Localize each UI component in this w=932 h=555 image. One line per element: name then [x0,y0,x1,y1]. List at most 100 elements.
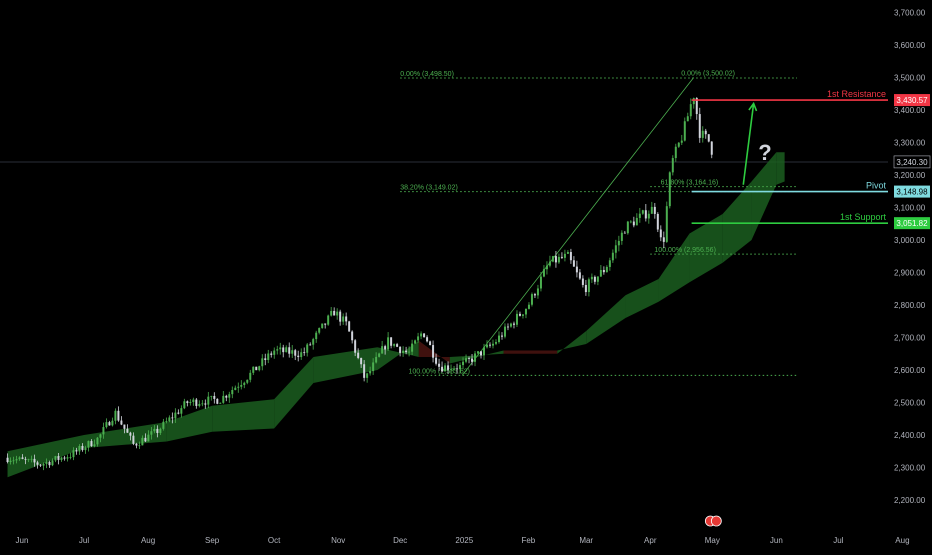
candle-body [656,213,659,230]
candle-body [593,276,596,282]
candle-body [261,358,264,367]
event-flag-icon[interactable] [710,515,722,527]
candle-body [632,221,635,226]
candle-body [12,460,15,462]
cloud-segment [557,331,587,354]
candle-body [492,343,495,346]
candle-body [318,328,321,333]
candle-body [518,313,521,316]
candle-body [33,458,36,463]
candle-body [207,396,210,405]
candle-body [569,252,572,261]
y-tick-label: 3,100.00 [894,204,926,213]
candle-body [237,386,240,388]
candle-body [417,336,420,341]
candle-body [84,447,87,451]
level-price-tag [894,185,930,198]
candle-body [581,278,584,285]
candle-body [192,399,195,403]
candle-body [545,265,548,270]
candle-body [24,458,27,460]
candle-body [156,428,159,433]
candle-body [674,146,677,159]
candle-body [123,424,126,429]
candle-body [81,445,84,451]
x-tick-label: Feb [521,536,535,545]
candle-body [138,445,141,447]
candle-body [623,232,626,234]
candle-body [560,256,563,258]
cloud-segment [377,340,419,370]
candle-body [36,462,39,465]
x-tick-label: Mar [579,536,593,545]
cloud-segment [625,279,659,318]
candle-body [351,331,354,341]
candle-body [321,323,324,329]
candle-body [312,339,315,345]
candle-body [309,344,312,346]
level-price-text: 3,051.82 [896,219,928,228]
current-price-tag [893,155,931,169]
candle-body [515,313,518,325]
candle-body [54,456,57,461]
candle-body [39,464,42,466]
candle-body [701,130,704,138]
candle-body [444,365,447,372]
candle-body [9,460,12,462]
y-tick-label: 2,400.00 [894,431,926,440]
candle-body [602,269,605,273]
candle-body [596,276,599,282]
x-axis: Jun Jul Aug Sep Oct Nov Dec 2025 Feb Mar Apr May Jun… [16,515,910,545]
candle-body [620,232,623,241]
candle-body [605,266,608,273]
candle-body [662,237,665,242]
candle-body [509,323,512,327]
candle-body [572,260,575,267]
candle-body [57,456,60,460]
candle-body [342,316,345,322]
candle-body [219,402,222,404]
candle-body [240,384,243,387]
candle-body [611,252,614,261]
candle-body [695,98,698,115]
candle-body [497,335,500,343]
level-price-text: 3,148.98 [896,188,928,197]
cloud-segment [212,399,275,432]
candle-body [243,382,246,385]
candle-body [402,350,405,353]
candle-body [198,404,201,406]
fib-trend-line [461,77,694,376]
cloud-segment [313,347,378,383]
candle-body [707,134,710,142]
fib-label: 100.00% (2,583.62) [408,368,470,375]
candle-body [303,352,306,354]
y-tick-label: 3,400.00 [894,106,926,115]
candle-body [453,368,456,370]
candle-body [471,358,474,362]
candle-body [126,428,129,433]
candle-body [650,206,653,214]
candle-body [63,457,66,459]
candle-body [189,402,192,403]
x-tick-label: Oct [268,536,281,545]
candle-body [626,221,629,234]
candle-body [210,395,213,397]
candle-body [638,213,641,218]
candle-body [438,363,441,367]
projection-arrow-line [742,103,755,185]
candle-body [423,333,426,338]
candle-body [551,256,554,262]
candle-body [78,445,81,452]
y-tick-label: 3,700.00 [894,9,926,18]
cloud-segment [689,214,723,283]
y-tick-label: 2,300.00 [894,464,926,473]
candle-body [27,459,30,461]
cloud-segment [7,435,85,478]
candle-body [159,428,162,433]
candle-body [306,344,309,353]
candle-body [450,369,453,370]
candle-body [135,443,138,446]
candle-body [480,351,483,356]
y-tick-label: 2,900.00 [894,269,926,278]
candle-body [201,403,204,405]
